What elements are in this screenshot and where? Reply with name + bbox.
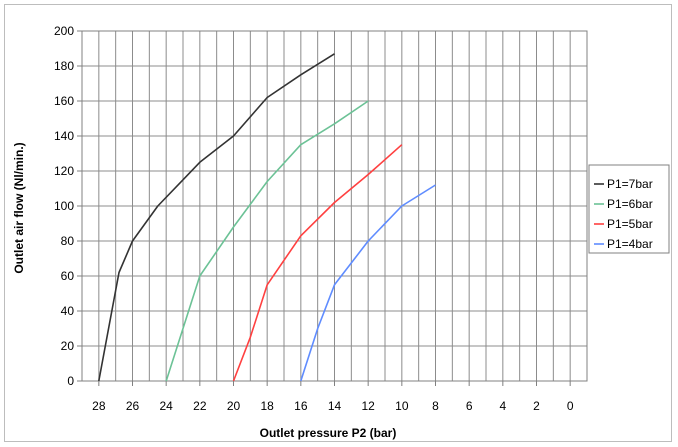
legend-label: P1=4bar — [607, 237, 653, 251]
x-axis-title: Outlet pressure P2 (bar) — [260, 426, 397, 440]
series-line-p1-5bar — [232, 144, 403, 382]
x-axis-ticks: 28 26 24 22 20 18 16 14 12 10 8 6 4 2 0 — [92, 381, 574, 413]
y-axis-title: Outlet air flow (Nl/min.) — [12, 142, 26, 273]
chart-frame: 0 20 40 60 80 100 120 140 160 180 200 28 26 24 22 20 18… — [4, 4, 672, 442]
y-tick-label: 160 — [54, 94, 74, 108]
gridlines — [81, 30, 588, 382]
x-tick-label: 6 — [466, 399, 473, 413]
legend-box — [588, 164, 670, 254]
y-tick-label: 40 — [61, 304, 75, 318]
legend-label: P1=6bar — [607, 197, 653, 211]
legend-label: P1=7bar — [607, 177, 653, 191]
x-tick-label: 12 — [361, 399, 375, 413]
y-tick-label: 140 — [54, 129, 74, 143]
x-tick-label: 16 — [294, 399, 308, 413]
legend: P1=7bar P1=6bar P1=5bar P1=4bar — [588, 164, 670, 254]
x-tick-label: 18 — [260, 399, 274, 413]
y-tick-label: 180 — [54, 59, 74, 73]
series-lines — [98, 53, 436, 382]
x-tick-label: 24 — [159, 399, 173, 413]
series-line-p1-6bar — [165, 100, 369, 382]
y-tick-label: 120 — [54, 164, 74, 178]
x-tick-label: 0 — [567, 399, 574, 413]
y-tick-label: 200 — [54, 24, 74, 38]
y-tick-label: 0 — [67, 374, 74, 388]
x-tick-label: 10 — [395, 399, 409, 413]
x-tick-label: 4 — [499, 399, 506, 413]
y-tick-label: 80 — [61, 234, 75, 248]
y-tick-label: 60 — [61, 269, 75, 283]
x-tick-label: 26 — [126, 399, 140, 413]
y-tick-label: 20 — [61, 339, 75, 353]
legend-label: P1=5bar — [607, 217, 653, 231]
y-tick-label: 100 — [54, 199, 74, 213]
x-tick-label: 8 — [432, 399, 439, 413]
x-tick-label: 22 — [193, 399, 207, 413]
x-tick-label: 28 — [92, 399, 106, 413]
series-line-p1-4bar — [300, 184, 436, 382]
x-tick-label: 20 — [227, 399, 241, 413]
x-tick-label: 2 — [533, 399, 540, 413]
x-tick-label: 14 — [328, 399, 342, 413]
series-line-p1-7bar — [98, 53, 335, 382]
y-axis-ticks: 0 20 40 60 80 100 120 140 160 180 200 — [54, 24, 82, 388]
